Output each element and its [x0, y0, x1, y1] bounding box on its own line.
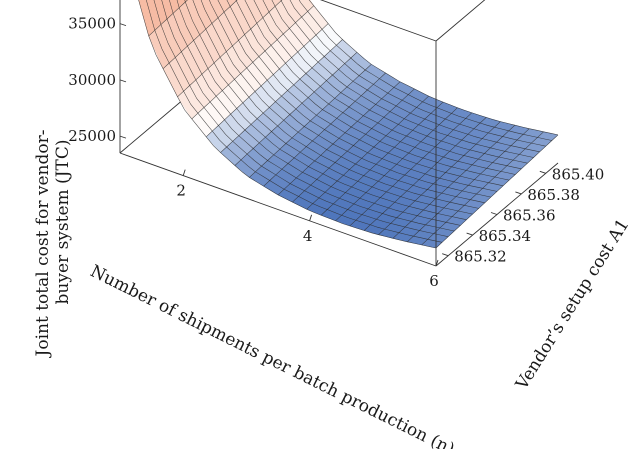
- y-tick-mark: [515, 191, 522, 195]
- front-box-edges: [119, 0, 559, 267]
- z-tick-label: 35000: [68, 15, 116, 33]
- y-tick-label: 865.36: [503, 207, 556, 225]
- mesh-line-n: [148, 0, 188, 37]
- surface-mesh: [138, 0, 559, 249]
- y-tick-mark: [539, 170, 546, 174]
- y-tick-mark: [442, 253, 449, 257]
- x-tick-label: 4: [303, 227, 313, 245]
- mesh-line-a: [280, 0, 540, 153]
- mesh-line-a: [253, 0, 522, 170]
- box-edge-right-top: [435, 0, 486, 42]
- y-tick-mark: [490, 212, 498, 215]
- cost-surface: [138, 0, 559, 249]
- mesh-line-a: [192, 0, 479, 209]
- x-tick-label: 6: [429, 272, 439, 290]
- mesh-line-a: [176, 0, 467, 220]
- y-tick-label: 865.34: [479, 227, 531, 245]
- mesh-line-a: [169, 0, 461, 226]
- mesh-line-a: [308, 0, 559, 136]
- mesh-line-a: [209, 0, 491, 198]
- z-tick-mark: [119, 79, 127, 83]
- mesh-line-a: [262, 0, 528, 164]
- mesh-line-a: [289, 0, 546, 147]
- z-tick-mark: [119, 135, 127, 139]
- y-tick-label: 865.32: [454, 248, 507, 266]
- mesh-line-a: [138, 0, 437, 249]
- y-tick-label: 865.40: [552, 165, 605, 183]
- mesh-line-a: [271, 0, 534, 158]
- x-tick-mark: [182, 169, 186, 176]
- mesh-line-a: [235, 0, 510, 181]
- mesh-line-a: [153, 0, 449, 237]
- z-tick-label: 25000: [68, 127, 116, 145]
- mesh-line-a: [146, 0, 443, 243]
- x-tick-mark: [309, 214, 313, 221]
- mesh-line-a: [161, 0, 455, 232]
- x-tick-label: 2: [176, 182, 186, 200]
- box-edge-front-bottom: [119, 152, 437, 267]
- z-tick-mark: [119, 23, 127, 27]
- x-axis-title: Number of shipments per batch production…: [87, 261, 458, 449]
- z-axis-title-line1: Joint total cost for vendor-: [33, 130, 53, 359]
- x-tick-mark: [435, 259, 439, 267]
- box-edge-front-top: [320, 0, 437, 42]
- y-tick-label: 865.38: [527, 186, 580, 204]
- y-tick-mark: [466, 232, 473, 236]
- axis-ticks: 25000300003500040000246865.32865.34865.3…: [68, 15, 605, 290]
- mesh-line-a: [226, 0, 504, 187]
- mesh-line-a: [200, 0, 485, 204]
- z-tick-label: 30000: [68, 71, 116, 89]
- mesh-line-a: [217, 0, 498, 192]
- z-axis-title-line2: buyer system (JTC): [53, 140, 73, 305]
- mesh-line-a: [298, 0, 552, 141]
- mesh-line-a: [184, 0, 473, 215]
- mesh-line-a: [244, 0, 516, 175]
